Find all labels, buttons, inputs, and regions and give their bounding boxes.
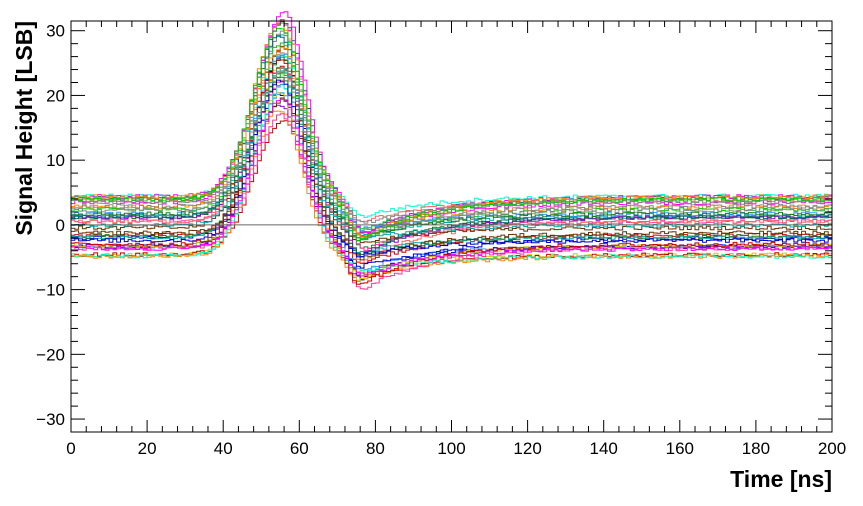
x-tick-label: 0 [66,439,75,458]
y-tick-label: 10 [46,151,65,170]
waveform-series [71,54,833,281]
x-tick-label: 200 [818,439,846,458]
x-tick-label: 60 [290,439,309,458]
y-tick-label: −10 [36,281,65,300]
x-tick-label: 120 [513,439,541,458]
axis-ticks [70,21,833,433]
waveform-series [71,76,833,239]
y-tick-label: −20 [36,345,65,364]
x-axis-title: Time [ns] [730,466,832,492]
waveform-series [71,27,833,242]
waveform-series [71,79,833,258]
waveform-series-group [71,11,833,290]
x-tick-label: 40 [214,439,233,458]
y-tick-label: 30 [46,22,65,41]
y-axis-title: Signal Height [LSB] [11,21,37,236]
waveform-series [71,84,833,273]
y-tick-label: 0 [56,216,65,235]
waveform-series [71,20,833,222]
x-tick-label: 180 [742,439,770,458]
y-tick-label: −30 [36,410,65,429]
waveform-series [71,35,833,255]
waveform-series [71,98,833,277]
x-tick-label: 140 [590,439,618,458]
y-tick-label: 20 [46,86,65,105]
x-tick-label: 160 [666,439,694,458]
x-tick-label: 20 [138,439,157,458]
waveform-series [71,97,833,261]
x-tick-label: 80 [366,439,385,458]
waveform-series [71,52,833,218]
waveform-series [71,68,833,224]
x-tick-label: 100 [437,439,465,458]
waveform-series [71,70,833,241]
tick-labels: 0 20 40 60 80 100 120 140 160 180 200 −30 −20 −10 0 10 2… [36,22,846,458]
